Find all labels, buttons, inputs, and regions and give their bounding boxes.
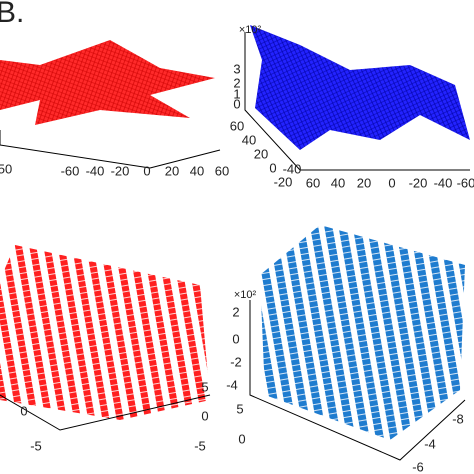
tick-label: -4 [424,436,436,451]
tick-label: 0 [201,408,208,423]
tick-label: 1 [233,86,240,101]
axis-lines [244,32,470,171]
axis-multiplier: ×10² [234,289,257,301]
tick-label: -5 [194,438,206,453]
tick-label: -40 [86,163,105,178]
tick-label: 20 [357,175,371,190]
blue-saddle-surface [250,25,470,150]
axis-lines [0,130,221,169]
tick-label: 0 [269,160,276,175]
tick-label: 2 [232,304,239,319]
tick-label: 50 [0,161,12,176]
red-star-surface [0,40,215,125]
tick-label: 0 [143,163,150,178]
tick-label: 5 [201,379,208,394]
tick-label: 40 [190,163,204,178]
tick-label: 60 [215,163,229,178]
tick-label: -20 [274,174,293,189]
tick-label: -20 [111,163,130,178]
tick-label: 0 [388,175,395,190]
tick-label: 40 [331,175,345,190]
tick-label: -4 [226,377,238,392]
tick-label: 0 [20,403,27,418]
tick-label: 20 [254,146,268,161]
axis-multiplier: ×10² [239,24,262,36]
tick-label: -5 [30,438,42,453]
axis-lines [0,394,211,431]
tick-label: 3 [233,61,240,76]
tick-label: 2 [233,75,240,90]
tick-label: -60 [457,175,474,190]
red-ripple-surface [0,245,210,420]
tick-label: -6 [412,459,424,474]
tick-label: 0 [238,431,245,446]
tick-label: -2 [230,354,242,369]
blue-ripple-surface [260,225,465,440]
tick-label: 20 [165,163,179,178]
tick-label: 60 [306,175,320,190]
tick-label: 0 [232,331,239,346]
tick-label: 0 [233,96,240,111]
tick-label: -40 [434,175,453,190]
tick-label: 5 [236,401,243,416]
tick-label: -20 [409,175,428,190]
axis-lines [249,300,466,461]
tick-label: -8 [452,411,464,426]
tick-label: -40 [283,161,302,176]
tick-label: 40 [242,132,256,147]
tick-label: 60 [230,118,244,133]
panel-label: B. [0,0,24,29]
tick-label: -60 [61,163,80,178]
